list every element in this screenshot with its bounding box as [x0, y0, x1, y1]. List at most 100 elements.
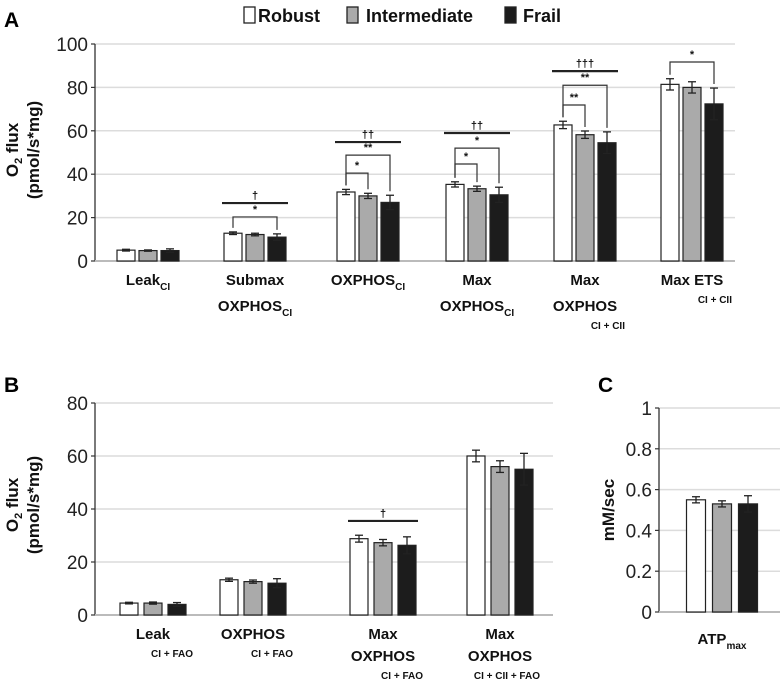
x-tick-label: OXPHOSCI	[440, 298, 514, 319]
x-label-subscript: CI + FAO	[381, 671, 423, 682]
bar-robust	[219, 579, 239, 616]
panel-letter: C	[598, 374, 613, 397]
y-tick-label: 40	[67, 500, 88, 521]
significance-label: †	[380, 508, 386, 520]
x-label-text: Leak	[136, 626, 171, 643]
bar-intermediate	[467, 188, 487, 262]
bar-frail	[597, 142, 617, 262]
significance-label: **	[581, 72, 590, 84]
x-label-subscript: CI + CII	[591, 321, 625, 332]
legend-swatch-intermediate	[346, 6, 359, 24]
x-tick-label: Max	[485, 626, 515, 643]
panel-letter: B	[4, 374, 19, 397]
legend-label: Intermediate	[366, 6, 473, 26]
y-axis-title-text: flux	[3, 122, 22, 157]
significance-bracket	[562, 84, 608, 128]
y-axis-title: O2 flux	[3, 122, 25, 177]
x-label-subscript: CI	[282, 308, 292, 319]
x-label-text: Max	[368, 626, 398, 643]
legend: Robust Intermediate Frail	[243, 6, 561, 26]
bar-intermediate	[575, 134, 595, 262]
bar-robust	[685, 499, 707, 613]
bar-intermediate	[243, 581, 263, 616]
x-label-text: OXPHOS	[221, 626, 285, 643]
x-label-text: ATP	[698, 631, 727, 648]
bar-robust	[349, 538, 369, 616]
bar-intermediate	[682, 86, 702, 262]
legend-label: Robust	[258, 6, 320, 26]
x-label-text: OXPHOS	[468, 648, 532, 665]
y-axis-units: (pmol/s*mg)	[24, 456, 43, 554]
bar-frail	[397, 544, 417, 616]
significance-bracket	[454, 163, 478, 183]
x-tick-label: OXPHOS	[468, 648, 532, 665]
y-axis-title: mM/sec	[599, 479, 618, 541]
x-tick-label: OXPHOSCI	[331, 272, 405, 293]
bar-robust	[336, 191, 356, 262]
x-tick-label: Max	[368, 626, 398, 643]
x-label-text: Leak	[126, 272, 161, 289]
y-axis-title-text: O	[3, 519, 22, 532]
x-label-text: OXPHOS	[351, 648, 415, 665]
x-tick-label: LeakCI	[126, 272, 170, 293]
x-label-text: OXPHOS	[553, 298, 617, 315]
panel-letter: A	[4, 9, 19, 32]
significance-bracket	[345, 172, 369, 190]
y-axis-units: (pmol/s*mg)	[24, 101, 43, 199]
x-label-text: Max	[570, 272, 600, 289]
y-tick-label: 20	[67, 209, 88, 230]
y-tick-label: 60	[67, 122, 88, 143]
significance-label: †††	[576, 58, 594, 70]
bar-frail	[514, 468, 534, 616]
x-label-subscript: CI + FAO	[151, 649, 193, 660]
y-tick-label: 80	[67, 394, 88, 415]
y-axis-title-text: O	[3, 164, 22, 177]
bar-intermediate	[373, 542, 393, 616]
bar-frail	[380, 201, 400, 262]
y-tick-label: 0.8	[626, 440, 652, 461]
bar-intermediate	[245, 233, 265, 262]
y-tick-label: 40	[67, 165, 88, 186]
x-label-text: Max ETS	[661, 272, 724, 289]
significance-label: *	[475, 135, 480, 147]
bar-robust	[466, 455, 486, 616]
bar-frail	[737, 503, 759, 613]
bar-intermediate	[358, 195, 378, 262]
significance-label: *	[464, 151, 469, 163]
y-tick-label: 100	[56, 35, 88, 56]
y-axis-title-subscript: 2	[13, 158, 25, 164]
x-label-subscript: CI + CII + FAO	[474, 671, 540, 682]
bar-robust	[553, 124, 573, 262]
x-tick-label: OXPHOSCI	[218, 298, 292, 319]
significance-label: *	[253, 204, 258, 216]
significance-label: **	[364, 142, 373, 154]
y-tick-label: 0.2	[626, 562, 652, 583]
x-label-subscript: max	[726, 641, 746, 652]
x-label-text: OXPHOS	[440, 298, 504, 315]
x-label-subscript: CI	[504, 308, 514, 319]
y-tick-label: 0.4	[626, 521, 653, 542]
x-tick-label: OXPHOS	[221, 626, 285, 643]
bar-robust	[445, 183, 465, 262]
y-tick-label: 0	[77, 252, 88, 273]
bar-robust	[660, 83, 680, 262]
bar-robust	[119, 602, 139, 616]
bar-intermediate	[711, 503, 733, 613]
x-label-subscript: CI + FAO	[251, 649, 293, 660]
bar-robust	[223, 232, 243, 262]
y-tick-label: 20	[67, 553, 88, 574]
significance-label: ††	[362, 129, 374, 141]
bar-frail	[704, 103, 724, 262]
y-tick-label: 0	[77, 606, 88, 627]
x-label-text: OXPHOS	[331, 272, 395, 289]
legend-label: Frail	[523, 6, 561, 26]
significance-bracket	[345, 154, 391, 192]
significance-bracket	[454, 147, 500, 184]
x-tick-label: ATPmax	[698, 631, 747, 652]
x-tick-label: Submax	[226, 272, 285, 289]
x-label-text: Max	[485, 626, 515, 643]
y-axis-title: O2 flux	[3, 477, 25, 532]
y-tick-label: 80	[67, 78, 88, 99]
